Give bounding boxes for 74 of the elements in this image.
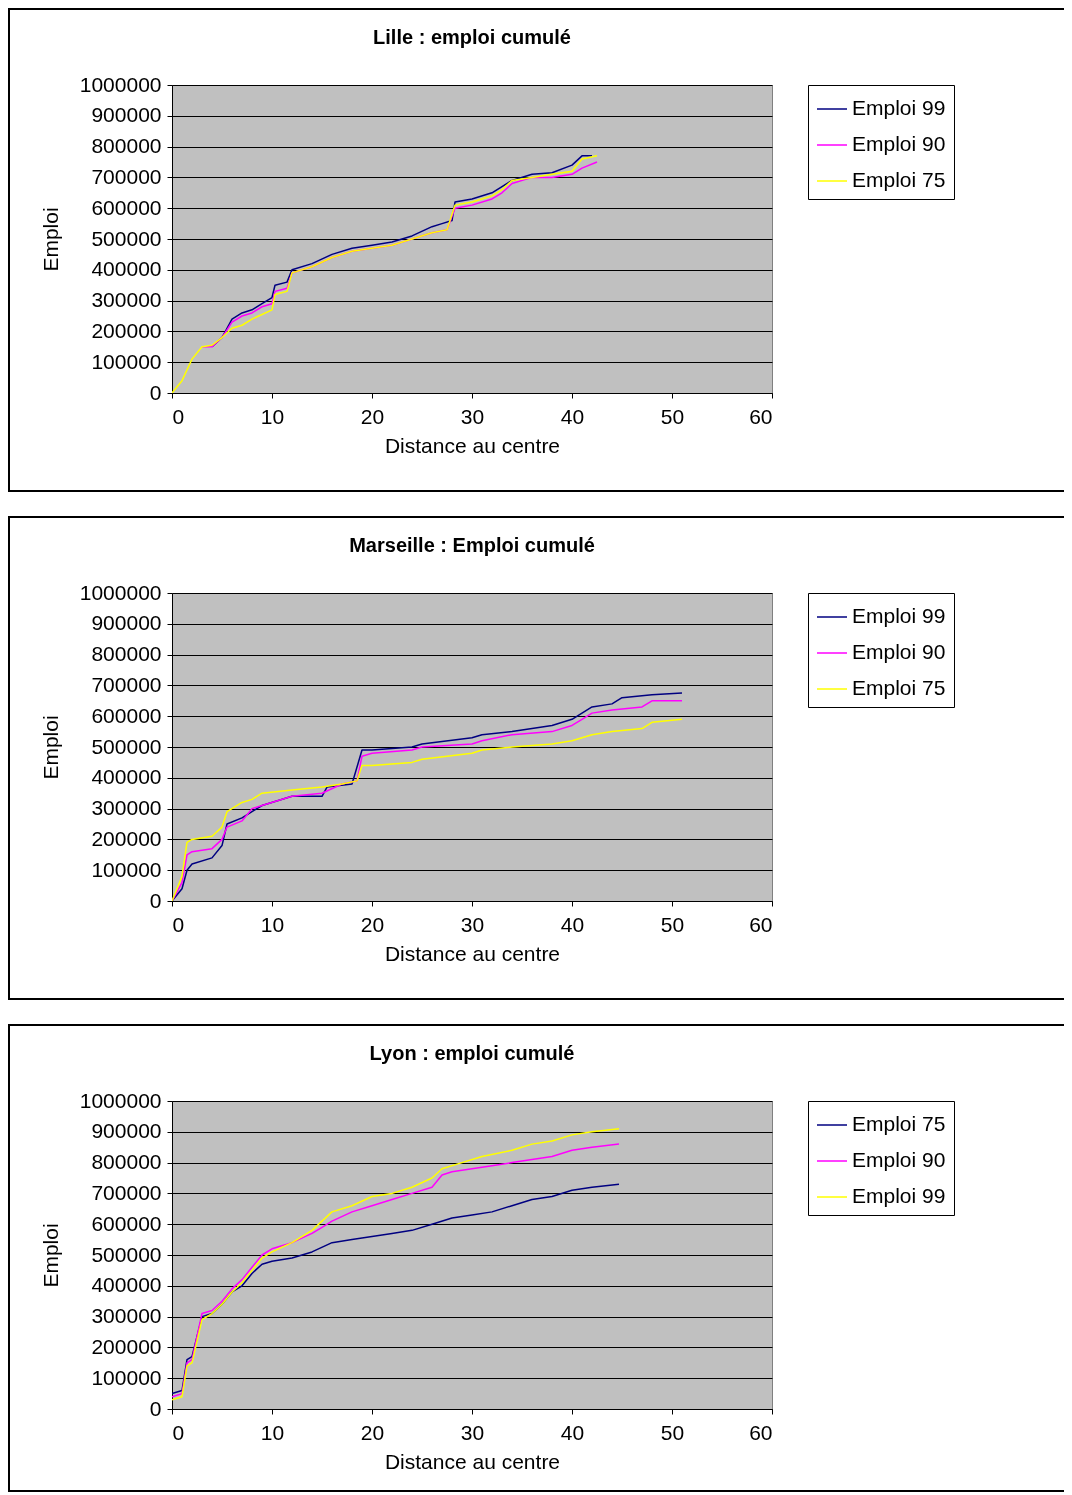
x-tick-label: 40 <box>560 404 585 428</box>
y-tick-label: 700000 <box>91 164 162 188</box>
x-tick-label: 10 <box>260 1420 285 1444</box>
y-axis-title: Emploi <box>38 715 62 780</box>
y-tick-label: 300000 <box>91 796 162 820</box>
x-tick-label: 0 <box>172 1420 185 1444</box>
x-tick-label: 50 <box>660 404 685 428</box>
y-tick-label: 600000 <box>91 1211 162 1235</box>
y-tick-label: 0 <box>149 888 162 912</box>
line-series <box>172 155 598 393</box>
x-tick-label: 60 <box>749 1420 773 1444</box>
x-axis-title: Distance au centre <box>384 941 561 965</box>
y-tick-label: 900000 <box>91 1119 162 1143</box>
y-tick-label: 800000 <box>91 642 162 666</box>
y-tick-label: 900000 <box>91 103 162 127</box>
x-tick-label: 50 <box>660 912 685 936</box>
y-tick-label: 200000 <box>91 318 162 342</box>
y-tick-label: 1000000 <box>79 72 162 96</box>
x-tick-label: 30 <box>460 404 485 428</box>
y-tick-label: 600000 <box>91 195 162 219</box>
y-axis-title: Emploi <box>38 1223 62 1288</box>
y-tick-label: 700000 <box>91 672 162 696</box>
legend-label: Emploi 75 <box>852 1112 946 1135</box>
y-tick-label: 300000 <box>91 1304 162 1328</box>
legend-label: Emploi 90 <box>852 1148 946 1171</box>
y-tick-label: 100000 <box>91 857 162 881</box>
chart-title: Lille : emploi cumulé <box>373 26 571 48</box>
y-tick-label: 600000 <box>91 703 162 727</box>
legend-label: Emploi 90 <box>852 640 946 663</box>
y-tick-label: 100000 <box>91 1365 162 1389</box>
x-tick-label: 60 <box>749 404 773 428</box>
x-tick-label: 40 <box>560 1420 585 1444</box>
x-tick-label: 60 <box>749 912 773 936</box>
y-tick-label: 0 <box>149 1396 162 1420</box>
legend-label: Emploi 90 <box>852 132 946 155</box>
y-tick-label: 1000000 <box>79 580 162 604</box>
y-tick-label: 500000 <box>91 226 162 250</box>
x-tick-label: 30 <box>460 912 485 936</box>
y-tick-label: 200000 <box>91 826 162 850</box>
y-tick-label: 1000000 <box>79 1088 162 1112</box>
y-tick-label: 500000 <box>91 1242 162 1266</box>
x-axis-title: Distance au centre <box>384 433 561 457</box>
x-tick-label: 40 <box>560 912 585 936</box>
chart-title: Marseille : Emploi cumulé <box>349 534 595 556</box>
legend-label: Emploi 99 <box>852 604 946 627</box>
y-tick-label: 200000 <box>91 1334 162 1358</box>
y-axis-title: Emploi <box>38 207 62 272</box>
y-tick-label: 0 <box>149 380 162 404</box>
x-tick-label: 30 <box>460 1420 485 1444</box>
x-tick-label: 0 <box>172 404 185 428</box>
y-tick-label: 300000 <box>91 288 162 312</box>
y-tick-label: 400000 <box>91 765 162 789</box>
x-tick-label: 50 <box>660 1420 685 1444</box>
y-tick-label: 800000 <box>91 134 162 158</box>
y-tick-label: 400000 <box>91 257 162 281</box>
y-tick-label: 500000 <box>91 734 162 758</box>
x-tick-label: 20 <box>360 404 385 428</box>
y-tick-label: 800000 <box>91 1150 162 1174</box>
y-tick-label: 400000 <box>91 1273 162 1297</box>
chart-title: Lyon : emploi cumulé <box>369 1042 575 1064</box>
legend-label: Emploi 99 <box>852 1184 946 1207</box>
x-tick-label: 10 <box>260 912 285 936</box>
y-tick-label: 700000 <box>91 1180 162 1204</box>
x-tick-label: 20 <box>360 1420 385 1444</box>
legend-label: Emploi 75 <box>852 168 946 191</box>
line-series <box>172 1183 620 1395</box>
y-tick-label: 100000 <box>91 349 162 373</box>
x-tick-label: 0 <box>172 912 185 936</box>
x-tick-label: 10 <box>260 404 285 428</box>
x-tick-label: 20 <box>360 912 385 936</box>
x-axis-title: Distance au centre <box>384 1449 561 1473</box>
legend-label: Emploi 99 <box>852 96 946 119</box>
legend-label: Emploi 75 <box>852 676 946 699</box>
y-tick-label: 900000 <box>91 611 162 635</box>
